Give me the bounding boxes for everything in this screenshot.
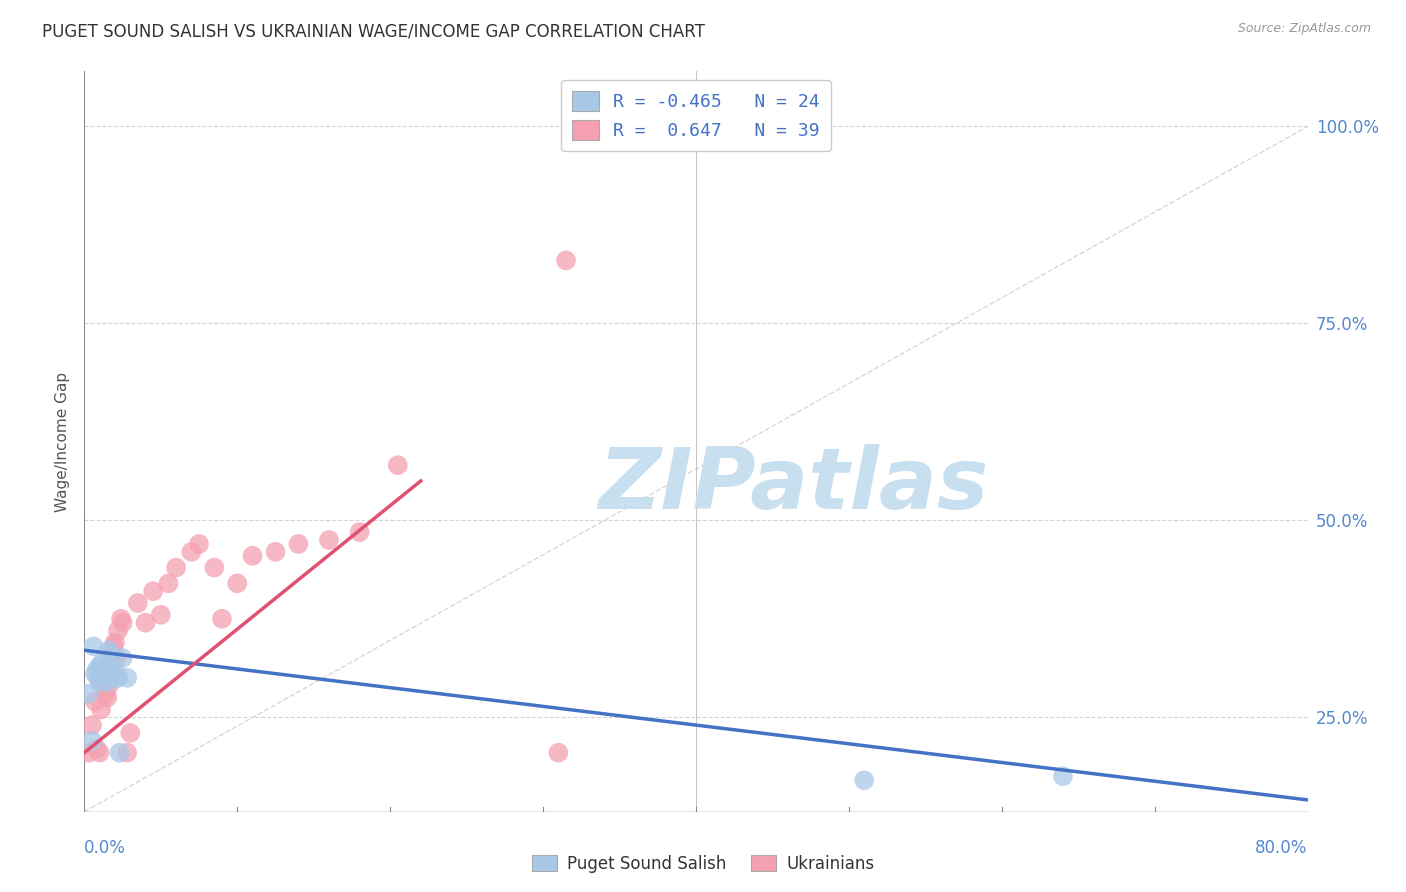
Point	[89, 746, 111, 760]
Point	[555, 253, 578, 268]
Text: 0.0%: 0.0%	[84, 839, 127, 857]
Point	[135, 615, 157, 630]
Point	[108, 746, 131, 760]
Point	[318, 533, 340, 547]
Point	[89, 659, 111, 673]
Point	[202, 560, 225, 574]
Point	[1052, 769, 1074, 783]
Point	[91, 655, 114, 669]
Point	[89, 674, 111, 689]
Point	[107, 671, 129, 685]
Point	[226, 576, 249, 591]
Point	[165, 560, 187, 574]
Point	[115, 671, 138, 685]
Point	[80, 734, 103, 748]
Point	[97, 679, 120, 693]
Point	[264, 545, 287, 559]
Point	[94, 687, 117, 701]
Point	[93, 663, 115, 677]
Text: 80.0%: 80.0%	[1256, 839, 1308, 857]
Point	[180, 545, 202, 559]
Point	[188, 537, 211, 551]
Point	[111, 651, 134, 665]
Point	[93, 663, 115, 677]
Point	[115, 746, 138, 760]
Point	[90, 671, 112, 685]
Point	[287, 537, 309, 551]
Point	[96, 690, 118, 705]
Point	[96, 674, 118, 689]
Point	[101, 647, 124, 661]
Point	[110, 612, 132, 626]
Point	[90, 702, 112, 716]
Point	[86, 663, 108, 677]
Point	[242, 549, 264, 563]
Point	[105, 671, 128, 685]
Point	[77, 687, 100, 701]
Text: PUGET SOUND SALISH VS UKRAINIAN WAGE/INCOME GAP CORRELATION CHART: PUGET SOUND SALISH VS UKRAINIAN WAGE/INC…	[42, 22, 704, 40]
Point	[104, 663, 127, 677]
Legend: R = -0.465   N = 24, R =  0.647   N = 39: R = -0.465 N = 24, R = 0.647 N = 39	[561, 80, 831, 151]
Point	[349, 525, 371, 540]
Point	[91, 674, 114, 689]
Point	[142, 584, 165, 599]
Point	[127, 596, 149, 610]
Point	[103, 640, 125, 654]
Point	[97, 643, 120, 657]
Point	[101, 666, 124, 681]
Point	[77, 746, 100, 760]
Point	[107, 624, 129, 638]
Point	[87, 671, 110, 685]
Point	[387, 458, 409, 472]
Legend: Puget Sound Salish, Ukrainians: Puget Sound Salish, Ukrainians	[524, 848, 882, 880]
Text: Source: ZipAtlas.com: Source: ZipAtlas.com	[1237, 22, 1371, 36]
Point	[105, 651, 128, 665]
Point	[120, 726, 142, 740]
Point	[80, 718, 103, 732]
Point	[211, 612, 233, 626]
Point	[547, 746, 569, 760]
Point	[149, 607, 172, 622]
Point	[94, 663, 117, 677]
Point	[853, 773, 876, 788]
Text: ZIPatlas: ZIPatlas	[599, 444, 988, 527]
Point	[98, 647, 121, 661]
Point	[84, 666, 107, 681]
Y-axis label: Wage/Income Gap: Wage/Income Gap	[55, 371, 70, 512]
Point	[104, 635, 127, 649]
Point	[84, 694, 107, 708]
Point	[157, 576, 180, 591]
Point	[111, 615, 134, 630]
Point	[86, 741, 108, 756]
Point	[83, 640, 105, 654]
